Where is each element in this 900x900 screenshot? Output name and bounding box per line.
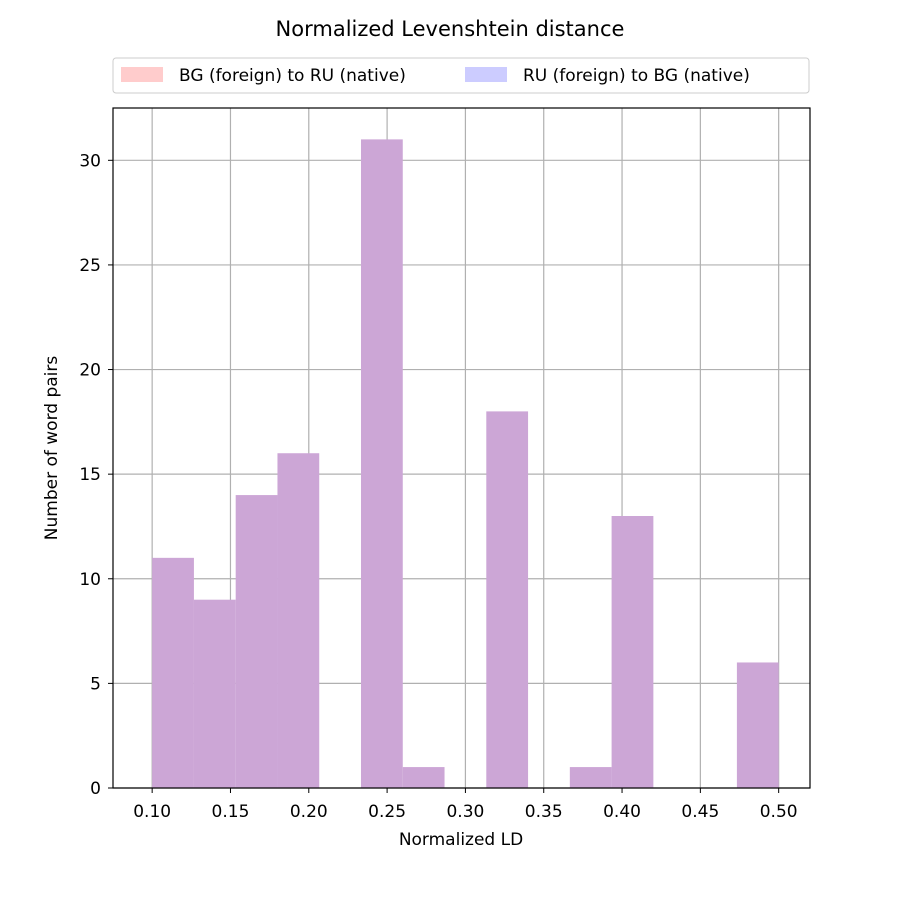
x-tick-label: 0.40 <box>603 802 641 822</box>
legend: BG (foreign) to RU (native) RU (foreign)… <box>112 57 810 94</box>
x-tick-label: 0.30 <box>446 802 484 822</box>
x-axis-title: Normalized LD <box>399 830 523 850</box>
y-tick-label: 20 <box>79 361 101 381</box>
legend-label-ru-to-bg: RU (foreign) to BG (native) <box>523 66 750 86</box>
y-axis-ticks: 0 5 10 15 20 25 30 <box>79 151 113 799</box>
histogram-bar <box>486 411 529 788</box>
legend-swatch-bg-to-ru <box>121 67 163 82</box>
legend-label-bg-to-ru: BG (foreign) to RU (native) <box>179 66 406 86</box>
x-tick-label: 0.20 <box>290 802 328 822</box>
histogram-bar <box>402 767 445 788</box>
y-tick-label: 0 <box>90 779 101 799</box>
x-tick-label: 0.25 <box>368 802 406 822</box>
x-tick-label: 0.15 <box>212 802 250 822</box>
y-tick-label: 10 <box>79 570 101 590</box>
legend-frame <box>112 57 810 94</box>
legend-swatch-ru-to-bg <box>465 67 507 82</box>
plot-frame <box>112 107 811 789</box>
chart-title: Normalized Levenshtein distance <box>276 17 625 41</box>
y-axis-title: Number of word pairs <box>42 356 62 541</box>
x-tick-label: 0.35 <box>525 802 563 822</box>
y-tick-label: 25 <box>79 256 101 276</box>
histogram-bar <box>193 599 236 788</box>
x-axis-ticks: 0.10 0.15 0.20 0.25 0.30 0.35 0.40 0.45 0.50 <box>133 788 798 822</box>
x-tick-label: 0.45 <box>681 802 719 822</box>
histogram-bar <box>736 662 779 788</box>
histogram-bar <box>152 557 194 788</box>
y-tick-label: 15 <box>79 465 101 485</box>
histogram-bar <box>277 453 320 788</box>
x-tick-label: 0.50 <box>760 802 798 822</box>
y-tick-label: 30 <box>79 151 101 171</box>
x-tick-label: 0.10 <box>133 802 171 822</box>
histogram-bar <box>235 495 278 788</box>
histogram-bars <box>152 139 779 788</box>
histogram-bar <box>611 516 654 788</box>
y-tick-label: 5 <box>90 674 101 694</box>
histogram-bar <box>569 767 612 788</box>
histogram-bar <box>360 139 403 788</box>
